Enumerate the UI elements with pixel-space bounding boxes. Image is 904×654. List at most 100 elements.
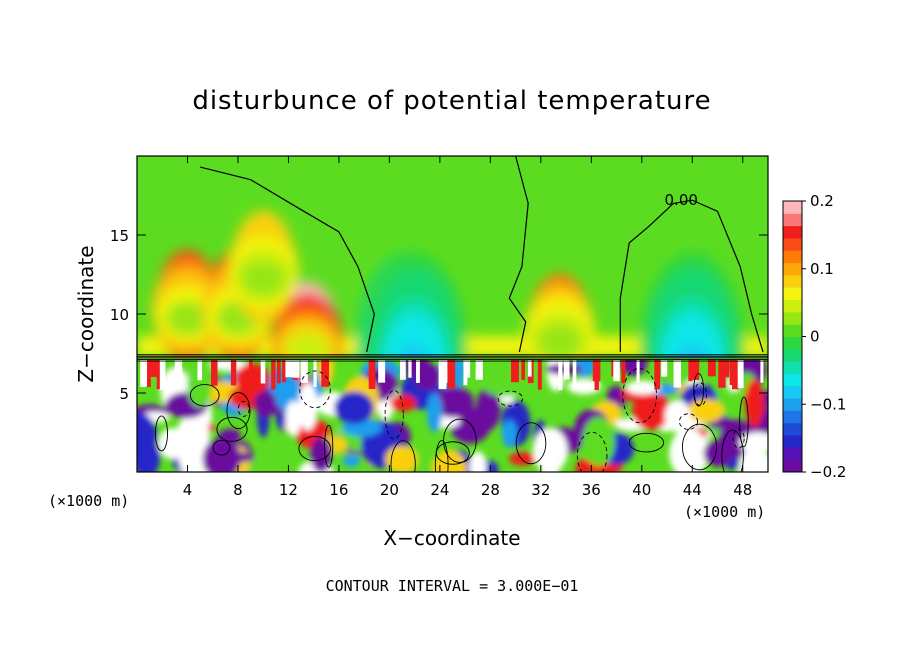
turbulence-cell	[475, 387, 501, 431]
turbulence-contour	[155, 415, 168, 452]
inversion-streak	[563, 360, 570, 380]
turbulence-cell	[469, 451, 487, 472]
inversion-streak	[276, 360, 281, 384]
turbulence-contour	[739, 396, 749, 448]
turbulence-contour	[226, 392, 251, 430]
upper-layer	[137, 210, 768, 358]
turbulence-cell	[572, 360, 596, 378]
x-tick-label: 4	[183, 481, 193, 499]
chart-title: disturbunce of potential temperature	[192, 86, 712, 116]
colorbar-swatch	[783, 435, 802, 448]
x-tick-label: 28	[481, 481, 500, 499]
colorbar-swatch	[783, 422, 802, 436]
turbulence-contour	[384, 389, 404, 440]
turbulence-cell	[575, 459, 592, 472]
y-tick-label: 10	[110, 306, 129, 324]
warm-anomaly	[165, 300, 210, 336]
contour-label: 0.00	[665, 191, 698, 209]
turbulence-contour	[324, 424, 334, 468]
inversion-streak	[592, 360, 601, 382]
turbulence-cell	[532, 428, 568, 472]
y-tick-label: 15	[110, 227, 129, 245]
turbulence-contour	[443, 418, 477, 463]
inversion-streak	[416, 360, 420, 383]
colorbar-label: −0.1	[810, 395, 846, 413]
inversion-streak	[692, 360, 700, 380]
turbulence-contour	[576, 431, 608, 472]
turbulence-cell	[739, 432, 768, 454]
inversion-streak	[466, 360, 471, 378]
inversion-streak	[636, 360, 640, 383]
turbulence-cell	[620, 360, 648, 377]
turbulence-contour	[189, 384, 220, 407]
inversion-streak	[197, 360, 203, 381]
colorbar-swatch	[783, 459, 802, 473]
x-tick-label: 12	[279, 481, 298, 499]
y-tick-label: 5	[119, 385, 129, 403]
x-axis-label: X−coordinate	[383, 526, 521, 550]
inversion-streak	[158, 360, 166, 390]
inversion-streak	[230, 360, 237, 386]
turbulence-cell	[334, 391, 374, 425]
contour-interval-note: CONTOUR INTERVAL = 3.000E−01	[325, 577, 579, 595]
inversion-streak	[737, 360, 744, 389]
colorbar-swatch	[783, 361, 802, 374]
inversion-streak	[729, 360, 734, 386]
colorbar-swatch	[783, 398, 802, 411]
x-tick-label: 20	[380, 481, 399, 499]
turbulence-contour	[299, 370, 331, 409]
inversion-streak	[572, 360, 577, 387]
inversion-streak	[282, 360, 287, 383]
inversion-streak	[661, 360, 668, 377]
turbulence-cell	[431, 449, 467, 472]
turbulence-cell	[744, 379, 765, 428]
x-tick-label: 40	[632, 481, 651, 499]
inversion-streak	[150, 360, 158, 377]
turbulence-cell	[209, 360, 249, 371]
colorbar-swatch	[783, 410, 802, 424]
inversion-streak	[321, 360, 330, 387]
inversion-streak	[521, 360, 526, 380]
x-tick-label: 44	[683, 481, 702, 499]
turbulence-cell	[499, 393, 515, 404]
lower-layer	[137, 360, 768, 472]
colorbar-swatch	[783, 336, 802, 350]
turbulence-contour	[497, 390, 524, 407]
turbulence-cell	[137, 412, 158, 462]
turbulence-cell	[738, 446, 768, 472]
inversion-streak	[732, 360, 739, 390]
colorbar-swatch	[783, 237, 802, 251]
inversion-streak	[673, 360, 682, 388]
turbulence-contour	[212, 439, 231, 456]
turbulence-contour	[237, 401, 250, 417]
turbulence-cell	[285, 400, 302, 437]
inversion-streak	[688, 360, 693, 382]
turbulence-cell	[385, 445, 418, 472]
turbulence-contour	[693, 373, 705, 407]
turbulence-cell	[298, 382, 318, 431]
inversion-streak	[300, 360, 308, 383]
inversion-streak	[613, 360, 620, 382]
turbulence-cell	[625, 380, 660, 395]
colorbar-label: 0.2	[810, 192, 834, 210]
inversion-streak	[558, 360, 563, 390]
turbulence-contour	[515, 422, 547, 465]
colorbar-swatch	[783, 324, 802, 337]
turbulence-cell	[254, 389, 277, 418]
colorbar: 0.2 0.1 0 −0.1 −0.2	[782, 192, 846, 481]
inversion-streak	[654, 360, 661, 390]
inversion-streak	[527, 360, 532, 377]
turbulence-cell	[582, 417, 615, 466]
turbulence-cell	[687, 398, 724, 423]
colorbar-swatch	[783, 213, 802, 227]
inversion-streak	[438, 360, 447, 390]
inversion-streak	[718, 360, 726, 388]
turbulence-cell	[632, 389, 671, 430]
turbulence-cell	[501, 419, 517, 448]
x-unit-left: (×1000 m)	[48, 492, 130, 510]
colorbar-swatch	[783, 447, 802, 461]
colorbar-swatch	[783, 385, 802, 399]
colorbar-label: 0	[810, 328, 820, 346]
colorbar-swatch	[783, 348, 802, 362]
colorbar-swatch	[783, 311, 802, 325]
